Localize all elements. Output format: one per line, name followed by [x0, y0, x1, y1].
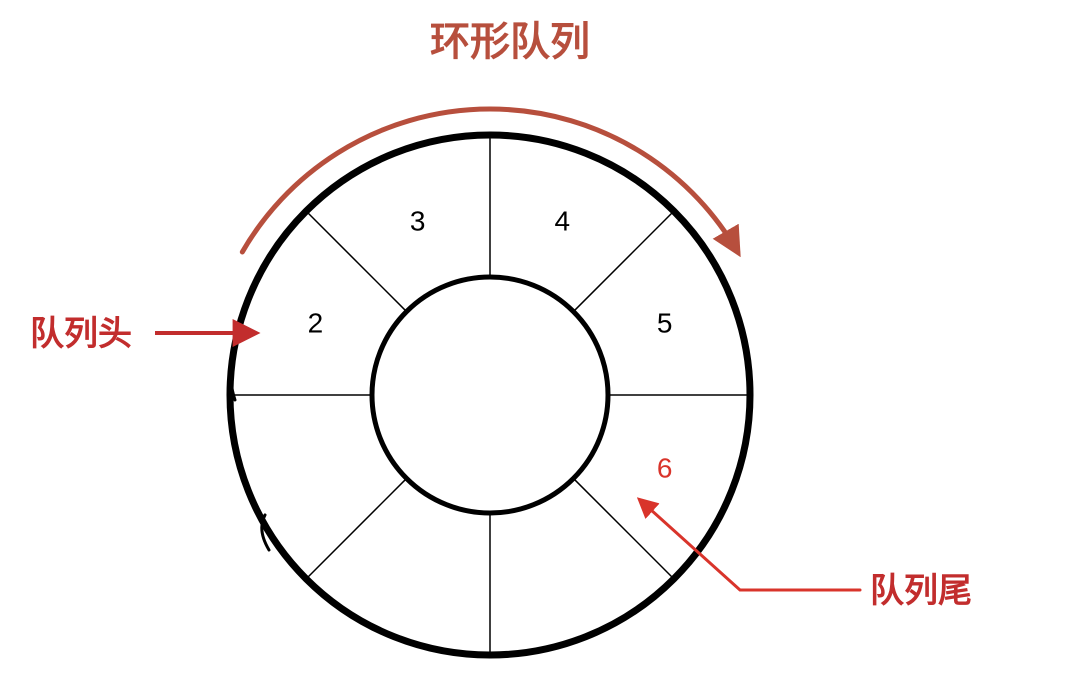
spoke — [306, 211, 406, 311]
inner-ring — [372, 277, 608, 513]
slot-value: 2 — [308, 308, 324, 339]
tail-label: 队列尾 — [870, 572, 972, 610]
circular-queue-diagram: 3 4 5 6 2 环形队列队列头队列尾 — [0, 0, 1078, 685]
slot-value: 6 — [657, 452, 673, 483]
spoke — [573, 211, 673, 311]
head-label: 队列头 — [30, 315, 132, 353]
slot-value: 5 — [657, 308, 673, 339]
slot-value: 4 — [555, 205, 571, 236]
slot-value: 3 — [410, 205, 426, 236]
spoke — [306, 478, 406, 578]
diagram-title: 环形队列 — [430, 20, 590, 64]
spoke — [573, 478, 673, 578]
